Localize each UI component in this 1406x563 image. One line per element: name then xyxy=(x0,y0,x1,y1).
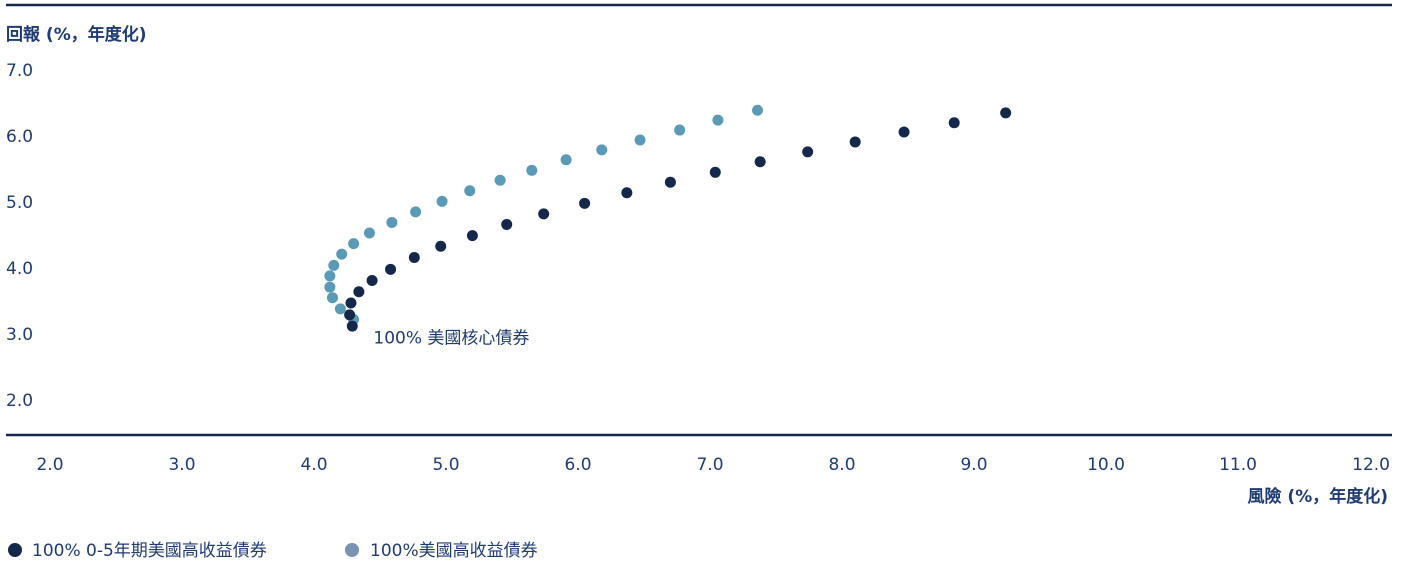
x-tick-label: 3.0 xyxy=(168,455,195,475)
data-point-series-0 xyxy=(344,309,356,321)
data-point-series-1 xyxy=(324,270,336,282)
x-axis-title: 風險 (%，年度化) xyxy=(1248,486,1389,507)
data-point-series-0 xyxy=(538,208,550,220)
data-point-series-1 xyxy=(410,206,422,218)
data-point-series-1 xyxy=(596,144,608,156)
data-point-series-1 xyxy=(494,174,506,186)
legend: 100% 0-5年期美國高收益債券 100%美國高收益債券 xyxy=(8,541,538,561)
data-point-series-1 xyxy=(328,259,340,271)
legend-label-0: 100% 0-5年期美國高收益債券 xyxy=(32,541,267,561)
legend-label-1: 100%美國高收益債券 xyxy=(370,541,538,561)
data-point-series-1 xyxy=(326,292,338,304)
data-point-series-1 xyxy=(363,227,375,239)
y-tick-labels: 7.0 6.0 5.0 4.0 3.0 2.0 xyxy=(6,61,33,411)
data-point-series-0 xyxy=(501,218,513,230)
data-point-series-0 xyxy=(709,166,721,178)
data-point-series-0 xyxy=(385,263,397,275)
legend-swatch-0 xyxy=(8,543,22,557)
data-points xyxy=(324,104,1012,332)
data-point-series-0 xyxy=(345,297,357,309)
data-point-series-1 xyxy=(674,124,686,136)
x-tick-label: 8.0 xyxy=(828,455,855,475)
data-point-series-1 xyxy=(560,154,572,166)
legend-swatch-1 xyxy=(345,543,359,557)
x-tick-label: 9.0 xyxy=(960,455,987,475)
y-tick-label: 7.0 xyxy=(6,61,33,81)
x-tick-label: 11.0 xyxy=(1219,455,1257,475)
data-point-series-1 xyxy=(336,248,348,260)
data-point-series-1 xyxy=(526,164,538,176)
data-point-series-1 xyxy=(436,195,448,207)
data-point-series-0 xyxy=(366,275,378,287)
data-point-series-1 xyxy=(464,185,476,197)
x-tick-label: 12.0 xyxy=(1352,455,1390,475)
data-point-series-0 xyxy=(664,176,676,188)
data-point-series-0 xyxy=(754,156,766,168)
y-tick-label: 4.0 xyxy=(6,259,33,279)
data-point-series-0 xyxy=(435,240,447,252)
data-point-series-0 xyxy=(408,251,420,263)
data-point-series-0 xyxy=(353,286,365,298)
data-point-series-1 xyxy=(634,134,646,146)
data-point-series-0 xyxy=(898,126,910,138)
data-point-series-0 xyxy=(466,230,478,242)
y-tick-label: 6.0 xyxy=(6,127,33,147)
x-tick-label: 7.0 xyxy=(696,455,723,475)
data-point-series-1 xyxy=(386,216,398,228)
y-tick-label: 2.0 xyxy=(6,391,33,411)
data-point-series-0 xyxy=(1000,107,1012,119)
data-point-series-0 xyxy=(802,146,814,158)
data-point-series-1 xyxy=(334,303,346,315)
data-point-series-1 xyxy=(712,114,724,126)
x-tick-label: 4.0 xyxy=(300,455,327,475)
y-tick-label: 3.0 xyxy=(6,325,33,345)
data-point-series-0 xyxy=(948,117,960,129)
data-point-series-1 xyxy=(348,238,360,250)
data-point-series-1 xyxy=(752,104,764,116)
x-tick-labels: 2.0 3.0 4.0 5.0 6.0 7.0 8.0 9.0 10.0 11.0 12.0 xyxy=(36,455,1390,475)
x-tick-label: 2.0 xyxy=(36,455,63,475)
x-tick-label: 10.0 xyxy=(1087,455,1125,475)
data-point-series-0 xyxy=(621,187,633,199)
data-point-series-0 xyxy=(346,320,358,332)
annotation-core-bonds: 100% 美國核心債券 xyxy=(373,328,529,348)
x-tick-label: 6.0 xyxy=(564,455,591,475)
data-point-series-1 xyxy=(324,281,336,293)
y-axis-title: 回報 (%，年度化) xyxy=(6,24,147,45)
data-point-series-0 xyxy=(579,197,591,209)
x-tick-label: 5.0 xyxy=(432,455,459,475)
data-point-series-0 xyxy=(849,136,861,148)
y-tick-label: 5.0 xyxy=(6,193,33,213)
